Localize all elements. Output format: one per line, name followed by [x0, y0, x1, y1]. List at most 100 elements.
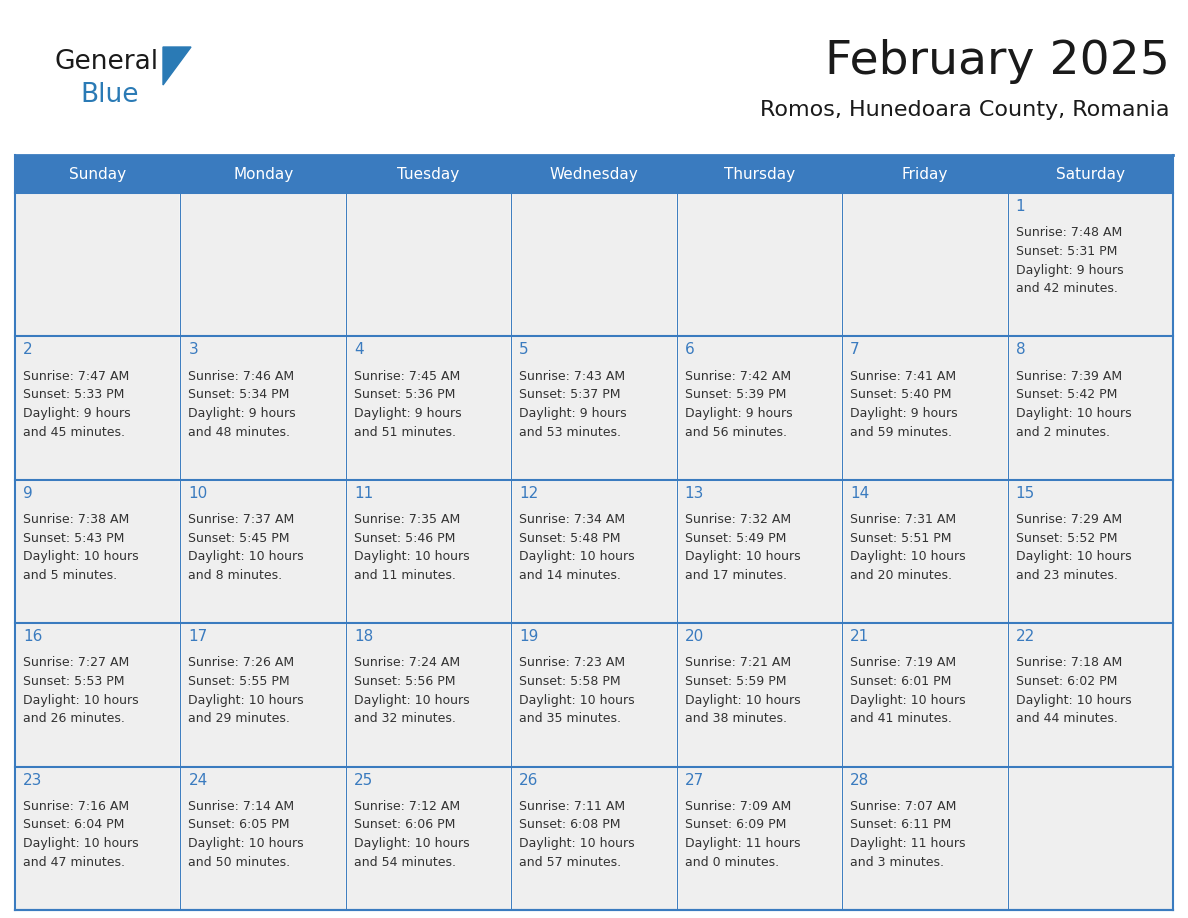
Text: and 41 minutes.: and 41 minutes. — [851, 712, 952, 725]
Text: 7: 7 — [851, 342, 860, 357]
Bar — [346, 193, 511, 336]
Text: Daylight: 9 hours: Daylight: 9 hours — [851, 407, 958, 420]
Text: Daylight: 10 hours: Daylight: 10 hours — [519, 694, 634, 707]
Bar — [677, 623, 842, 767]
Bar — [15, 767, 181, 910]
Text: and 38 minutes.: and 38 minutes. — [684, 712, 786, 725]
Text: Sunrise: 7:11 AM: Sunrise: 7:11 AM — [519, 800, 625, 812]
Text: 21: 21 — [851, 629, 870, 644]
Text: Wednesday: Wednesday — [550, 166, 638, 182]
Text: Sunset: 5:58 PM: Sunset: 5:58 PM — [519, 675, 621, 688]
Text: Daylight: 9 hours: Daylight: 9 hours — [684, 407, 792, 420]
Text: Sunrise: 7:24 AM: Sunrise: 7:24 AM — [354, 656, 460, 669]
Text: Sunset: 6:11 PM: Sunset: 6:11 PM — [851, 819, 952, 832]
Text: Sunrise: 7:14 AM: Sunrise: 7:14 AM — [189, 800, 295, 812]
Text: Sunrise: 7:43 AM: Sunrise: 7:43 AM — [519, 370, 625, 383]
Text: 24: 24 — [189, 773, 208, 788]
Bar — [842, 336, 1007, 480]
Bar — [15, 155, 181, 193]
Text: and 45 minutes.: and 45 minutes. — [23, 426, 125, 439]
Text: Daylight: 9 hours: Daylight: 9 hours — [354, 407, 461, 420]
Text: Romos, Hunedoara County, Romania: Romos, Hunedoara County, Romania — [760, 100, 1170, 120]
Text: 3: 3 — [189, 342, 198, 357]
Text: Daylight: 10 hours: Daylight: 10 hours — [354, 694, 469, 707]
Text: Sunset: 5:55 PM: Sunset: 5:55 PM — [189, 675, 290, 688]
Bar — [15, 623, 181, 767]
Bar — [346, 767, 511, 910]
Text: Sunset: 5:37 PM: Sunset: 5:37 PM — [519, 388, 621, 401]
Text: Daylight: 10 hours: Daylight: 10 hours — [1016, 694, 1131, 707]
Text: 25: 25 — [354, 773, 373, 788]
Text: Sunset: 5:39 PM: Sunset: 5:39 PM — [684, 388, 786, 401]
Text: 15: 15 — [1016, 486, 1035, 501]
Text: 11: 11 — [354, 486, 373, 501]
Bar — [181, 767, 346, 910]
Text: Daylight: 10 hours: Daylight: 10 hours — [189, 837, 304, 850]
Text: 5: 5 — [519, 342, 529, 357]
Bar — [15, 193, 181, 336]
Text: Saturday: Saturday — [1056, 166, 1125, 182]
Text: and 53 minutes.: and 53 minutes. — [519, 426, 621, 439]
Text: and 48 minutes.: and 48 minutes. — [189, 426, 290, 439]
Text: Monday: Monday — [233, 166, 293, 182]
Text: 20: 20 — [684, 629, 704, 644]
Bar — [511, 336, 677, 480]
Text: Sunset: 5:49 PM: Sunset: 5:49 PM — [684, 532, 786, 544]
Bar — [1007, 623, 1173, 767]
Text: Daylight: 11 hours: Daylight: 11 hours — [684, 837, 801, 850]
Text: Sunset: 6:06 PM: Sunset: 6:06 PM — [354, 819, 455, 832]
Text: and 0 minutes.: and 0 minutes. — [684, 856, 779, 869]
Text: Sunrise: 7:27 AM: Sunrise: 7:27 AM — [23, 656, 129, 669]
Text: 6: 6 — [684, 342, 695, 357]
Text: 8: 8 — [1016, 342, 1025, 357]
Text: Sunrise: 7:47 AM: Sunrise: 7:47 AM — [23, 370, 129, 383]
Text: Daylight: 9 hours: Daylight: 9 hours — [189, 407, 296, 420]
Text: Daylight: 10 hours: Daylight: 10 hours — [23, 837, 139, 850]
Text: Daylight: 9 hours: Daylight: 9 hours — [23, 407, 131, 420]
Text: and 2 minutes.: and 2 minutes. — [1016, 426, 1110, 439]
Text: Daylight: 10 hours: Daylight: 10 hours — [23, 694, 139, 707]
Text: Sunset: 6:02 PM: Sunset: 6:02 PM — [1016, 675, 1117, 688]
Text: Sunrise: 7:41 AM: Sunrise: 7:41 AM — [851, 370, 956, 383]
Text: and 50 minutes.: and 50 minutes. — [189, 856, 291, 869]
Text: and 56 minutes.: and 56 minutes. — [684, 426, 786, 439]
Text: Tuesday: Tuesday — [398, 166, 460, 182]
Bar — [842, 623, 1007, 767]
Text: Sunrise: 7:34 AM: Sunrise: 7:34 AM — [519, 513, 625, 526]
Text: Sunrise: 7:16 AM: Sunrise: 7:16 AM — [23, 800, 129, 812]
Text: February 2025: February 2025 — [826, 39, 1170, 84]
Text: Sunset: 5:48 PM: Sunset: 5:48 PM — [519, 532, 621, 544]
Text: 13: 13 — [684, 486, 704, 501]
Text: Sunset: 6:09 PM: Sunset: 6:09 PM — [684, 819, 786, 832]
Text: and 26 minutes.: and 26 minutes. — [23, 712, 125, 725]
Bar — [677, 480, 842, 623]
Bar — [1007, 767, 1173, 910]
Bar — [511, 767, 677, 910]
Bar — [181, 193, 346, 336]
Text: and 59 minutes.: and 59 minutes. — [851, 426, 952, 439]
Text: 18: 18 — [354, 629, 373, 644]
Text: Daylight: 10 hours: Daylight: 10 hours — [1016, 407, 1131, 420]
Bar — [677, 336, 842, 480]
Bar — [842, 480, 1007, 623]
Text: Sunrise: 7:31 AM: Sunrise: 7:31 AM — [851, 513, 956, 526]
Text: Daylight: 10 hours: Daylight: 10 hours — [519, 551, 634, 564]
Text: Daylight: 10 hours: Daylight: 10 hours — [851, 694, 966, 707]
Text: Daylight: 10 hours: Daylight: 10 hours — [23, 551, 139, 564]
Bar — [1007, 480, 1173, 623]
Text: and 3 minutes.: and 3 minutes. — [851, 856, 944, 869]
Bar — [346, 336, 511, 480]
Bar — [181, 336, 346, 480]
Text: 9: 9 — [23, 486, 33, 501]
Text: Sunset: 6:05 PM: Sunset: 6:05 PM — [189, 819, 290, 832]
Text: Sunrise: 7:37 AM: Sunrise: 7:37 AM — [189, 513, 295, 526]
Bar — [842, 767, 1007, 910]
Text: and 17 minutes.: and 17 minutes. — [684, 569, 786, 582]
Bar — [842, 193, 1007, 336]
Text: and 47 minutes.: and 47 minutes. — [23, 856, 125, 869]
Bar — [842, 155, 1007, 193]
Text: and 42 minutes.: and 42 minutes. — [1016, 283, 1118, 296]
Text: Friday: Friday — [902, 166, 948, 182]
Text: 23: 23 — [23, 773, 43, 788]
Text: Sunrise: 7:19 AM: Sunrise: 7:19 AM — [851, 656, 956, 669]
